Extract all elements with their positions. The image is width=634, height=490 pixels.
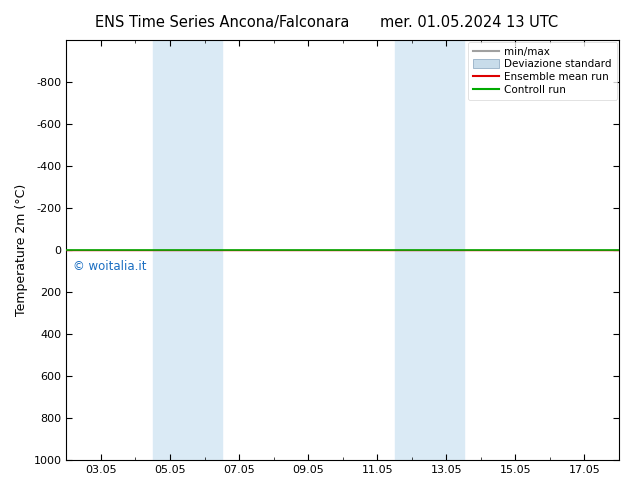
Bar — [153, 40, 222, 460]
Y-axis label: Temperature 2m (°C): Temperature 2m (°C) — [15, 184, 28, 316]
Text: mer. 01.05.2024 13 UTC: mer. 01.05.2024 13 UTC — [380, 15, 559, 30]
Bar — [394, 40, 463, 460]
Text: © woitalia.it: © woitalia.it — [74, 260, 147, 273]
Text: ENS Time Series Ancona/Falconara: ENS Time Series Ancona/Falconara — [95, 15, 349, 30]
Legend: min/max, Deviazione standard, Ensemble mean run, Controll run: min/max, Deviazione standard, Ensemble m… — [468, 42, 617, 100]
